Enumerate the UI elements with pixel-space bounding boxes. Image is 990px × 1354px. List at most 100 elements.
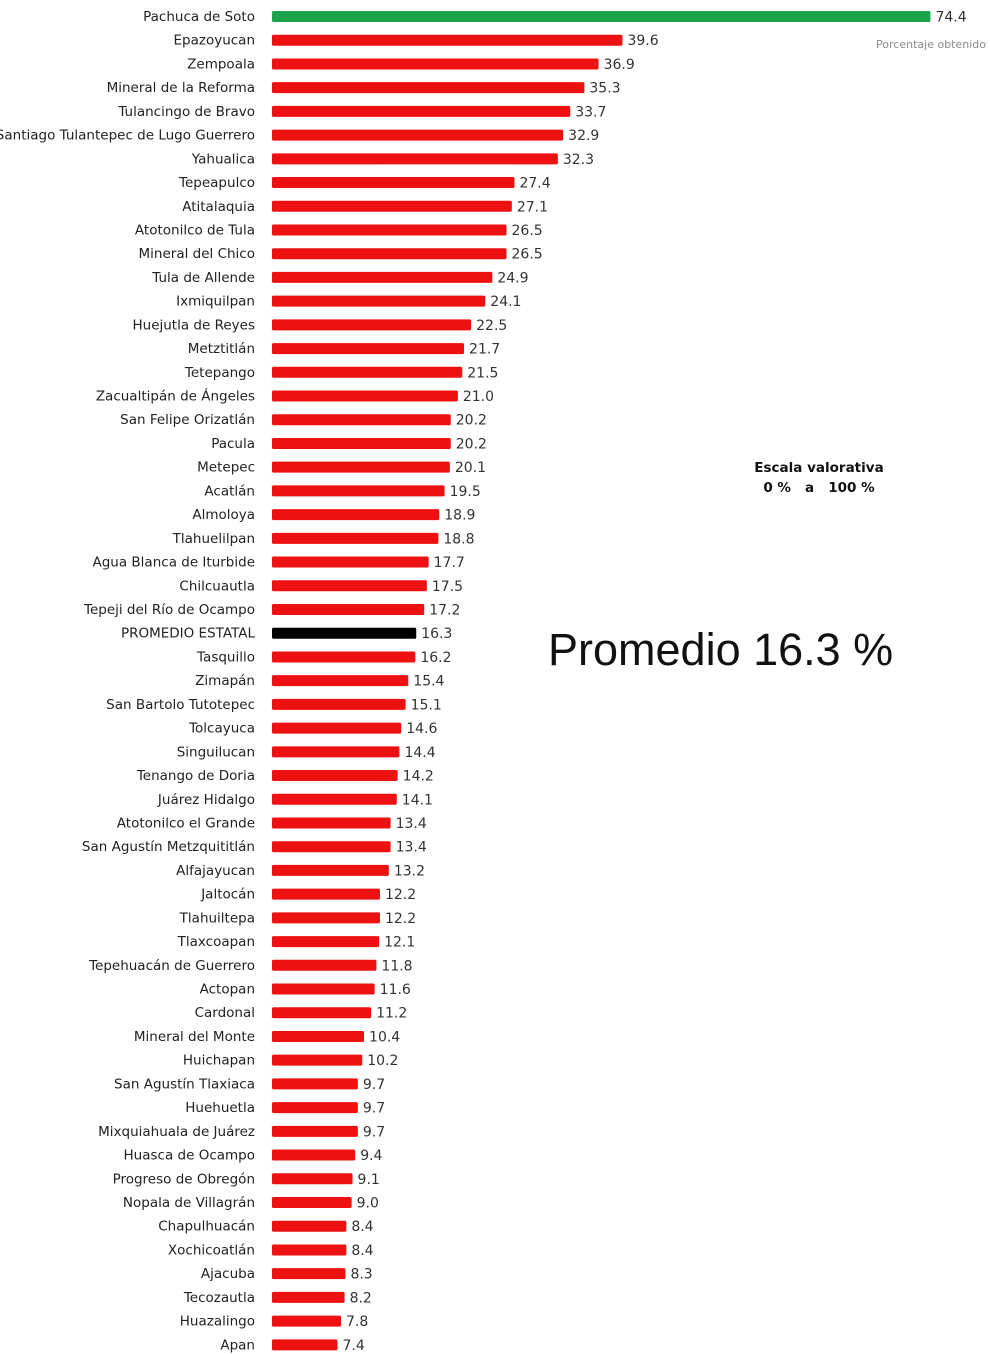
bar	[272, 485, 445, 497]
bar	[272, 177, 515, 189]
bar	[272, 793, 397, 805]
value-label: 9.0	[357, 1196, 379, 1212]
value-label: 8.3	[350, 1267, 372, 1283]
bar	[272, 58, 599, 70]
bar	[272, 295, 486, 307]
category-label: Almoloya	[192, 507, 255, 523]
category-label: Tepeapulco	[178, 175, 255, 191]
category-label: Epazoyucan	[173, 33, 255, 49]
value-label: 18.8	[443, 531, 474, 547]
bar	[272, 722, 402, 734]
bar	[272, 271, 493, 283]
value-label: 74.4	[935, 10, 966, 26]
category-label: Huehuetla	[185, 1100, 255, 1116]
category-label: Yahualica	[191, 151, 255, 167]
value-label: 21.0	[463, 389, 494, 405]
value-label: 11.6	[380, 982, 411, 998]
category-label: Jaltocán	[200, 887, 255, 903]
bar	[272, 1007, 372, 1019]
value-label: 33.7	[575, 104, 606, 120]
category-label: Nopala de Villagrán	[123, 1195, 255, 1211]
value-label: 12.2	[385, 887, 416, 903]
value-label: 14.6	[406, 721, 437, 737]
bar	[272, 248, 507, 260]
bar	[272, 105, 571, 117]
category-label: Ixmiquilpan	[176, 294, 255, 310]
value-label: 14.2	[403, 769, 434, 785]
value-label: 18.9	[444, 508, 475, 524]
value-label: 35.3	[589, 81, 620, 97]
value-label: 11.8	[381, 958, 412, 974]
value-label: 39.6	[627, 33, 658, 49]
value-label: 20.2	[456, 436, 487, 452]
category-label: San Felipe Orizatlán	[120, 412, 255, 428]
category-label: Juárez Hidalgo	[157, 792, 255, 808]
bar	[272, 509, 440, 521]
bar	[272, 1268, 346, 1280]
bar	[272, 864, 389, 876]
category-label: Zimapán	[195, 673, 255, 689]
category-label: Agua Blanca de Iturbide	[93, 555, 256, 571]
bar	[272, 746, 400, 758]
bar	[272, 437, 451, 449]
bar	[272, 959, 377, 971]
value-label: 19.5	[450, 484, 481, 500]
category-label: Huasca de Ocampo	[124, 1148, 255, 1164]
category-label: Santiago Tulantepec de Lugo Guerrero	[0, 128, 255, 144]
bar	[272, 580, 427, 592]
bar	[272, 1197, 352, 1208]
category-label: Acatlán	[204, 483, 255, 499]
value-label: 20.1	[455, 460, 486, 476]
value-label: 9.1	[358, 1172, 380, 1188]
bar	[272, 627, 417, 639]
bar	[272, 82, 585, 94]
value-label: 11.2	[376, 1006, 407, 1022]
bar	[272, 912, 380, 924]
category-label: Atitalaquia	[182, 199, 255, 215]
category-label: Tenango de Doria	[136, 768, 255, 784]
scale-box: Escala valorativa 0 % a 100 %	[744, 458, 894, 498]
value-label: 14.1	[402, 792, 433, 808]
bar	[272, 461, 450, 473]
bar	[272, 888, 380, 900]
category-label: Huejutla de Reyes	[132, 317, 255, 333]
bar	[272, 675, 409, 687]
value-label: 27.1	[517, 199, 548, 215]
value-label: 26.5	[512, 247, 543, 263]
category-label: Tasquillo	[196, 649, 255, 665]
bar	[272, 1054, 363, 1066]
value-label: 9.4	[360, 1148, 382, 1164]
bar	[272, 153, 558, 165]
bar	[272, 604, 425, 615]
value-label: 7.8	[346, 1314, 368, 1330]
bar	[272, 1315, 342, 1327]
value-label: 21.7	[469, 342, 500, 358]
value-label: 13.2	[394, 863, 425, 879]
category-label: Chilcuautla	[179, 578, 255, 594]
bar	[272, 1125, 358, 1137]
bar	[272, 698, 406, 710]
category-label: Mineral del Chico	[139, 246, 255, 262]
value-label: 12.1	[384, 935, 415, 951]
category-label: Actopan	[200, 982, 255, 998]
category-label: Xochicoatlán	[168, 1242, 255, 1258]
scale-title: Escala valorativa	[754, 460, 884, 476]
category-label: Tlaxcoapan	[177, 934, 255, 950]
category-label: PROMEDIO ESTATAL	[121, 626, 256, 642]
value-label: 15.4	[413, 674, 444, 690]
category-label: Metepec	[197, 460, 255, 476]
category-label: Progreso de Obregón	[113, 1171, 255, 1187]
bar	[272, 532, 439, 544]
bar	[272, 770, 398, 782]
scale-range: 0 % a 100 %	[763, 480, 875, 496]
value-label: 13.4	[396, 816, 427, 832]
category-label: San Agustín Tlaxiaca	[114, 1076, 255, 1092]
category-label: Pacula	[211, 436, 255, 452]
value-label: 16.3	[421, 626, 452, 642]
bar	[272, 1339, 338, 1351]
bar	[272, 1291, 345, 1303]
value-label: 13.4	[396, 840, 427, 856]
category-label: Mineral de la Reforma	[107, 80, 255, 96]
bar	[272, 983, 375, 995]
